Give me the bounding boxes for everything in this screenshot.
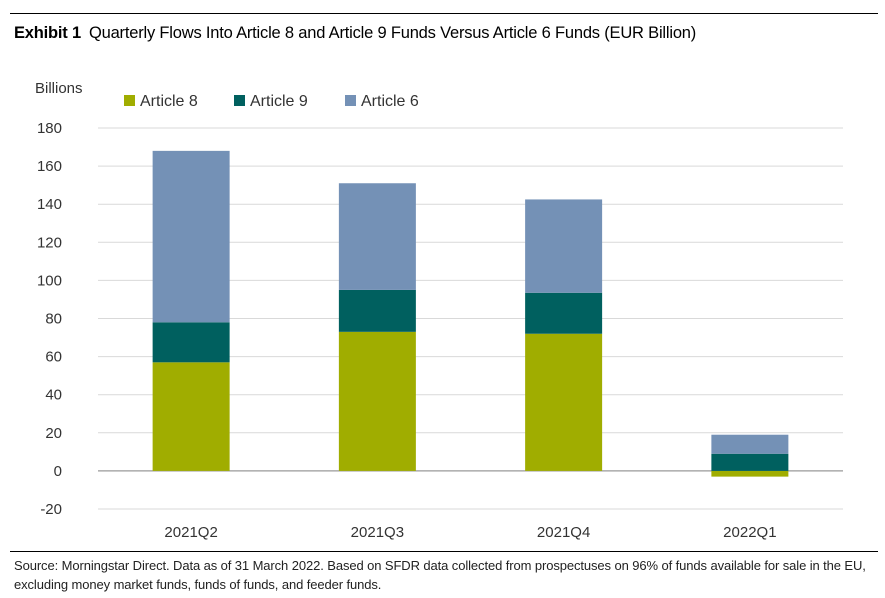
bar-article-6-2021q4 <box>525 199 603 293</box>
y-axis: 180 160 140 120 100 80 60 40 20 0 -20 <box>37 120 62 518</box>
y-tick-label: -20 <box>40 501 62 518</box>
bar-article-6-2022q1 <box>711 434 789 454</box>
bar-article-9-2022q1 <box>711 453 789 471</box>
bar-article-9-2021q3 <box>338 289 416 332</box>
source-note: Source: Morningstar Direct. Data as of 3… <box>14 558 866 592</box>
x-axis: 2021Q2 2021Q3 2021Q4 2022Q1 <box>164 524 776 541</box>
y-tick-label: 180 <box>37 120 62 137</box>
stacked-bar-chart: 180 160 140 120 100 80 60 40 20 0 -20 Billions 202… <box>35 80 843 541</box>
legend-label-article-6: Article 6 <box>361 93 419 110</box>
y-tick-label: 140 <box>37 196 62 213</box>
bar-article-8-2021q2 <box>152 362 230 471</box>
bar-article-6-2021q2 <box>152 150 230 323</box>
y-tick-label: 0 <box>54 463 62 480</box>
legend: Article 8 Article 9 Article 6 <box>124 93 419 110</box>
chart-title: Exhibit 1 Quarterly Flows Into Article 8 … <box>14 24 696 43</box>
bar-article-8-2021q3 <box>338 331 416 471</box>
y-tick-label: 100 <box>37 272 62 289</box>
x-tick-label: 2021Q4 <box>537 524 590 541</box>
bar-article-9-2021q4 <box>525 292 603 334</box>
top-rule <box>10 13 878 14</box>
legend-label-article-8: Article 8 <box>140 93 198 110</box>
y-tick-label: 120 <box>37 234 62 251</box>
legend-label-article-9: Article 9 <box>250 93 308 110</box>
bar-article-8-2022q1 <box>711 470 789 477</box>
legend-swatch-article-6 <box>345 95 356 106</box>
y-axis-label: Billions <box>35 80 83 97</box>
bottom-rule <box>10 551 878 552</box>
x-tick-label: 2021Q2 <box>164 524 217 541</box>
bar-article-9-2021q2 <box>152 322 230 363</box>
legend-swatch-article-9 <box>234 95 245 106</box>
y-tick-label: 40 <box>45 387 62 404</box>
exhibit-label: Exhibit 1 <box>14 24 81 42</box>
bar-article-8-2021q4 <box>525 333 603 471</box>
x-tick-label: 2021Q3 <box>351 524 404 541</box>
x-tick-label: 2022Q1 <box>723 524 776 541</box>
exhibit-title: Quarterly Flows Into Article 8 and Artic… <box>88 24 697 42</box>
y-tick-label: 20 <box>45 425 62 442</box>
y-tick-label: 80 <box>45 311 62 328</box>
y-tick-label: 160 <box>37 158 62 175</box>
legend-swatch-article-8 <box>124 95 135 106</box>
bars <box>152 150 789 477</box>
y-tick-label: 60 <box>45 349 62 366</box>
bar-article-6-2021q3 <box>338 183 416 290</box>
